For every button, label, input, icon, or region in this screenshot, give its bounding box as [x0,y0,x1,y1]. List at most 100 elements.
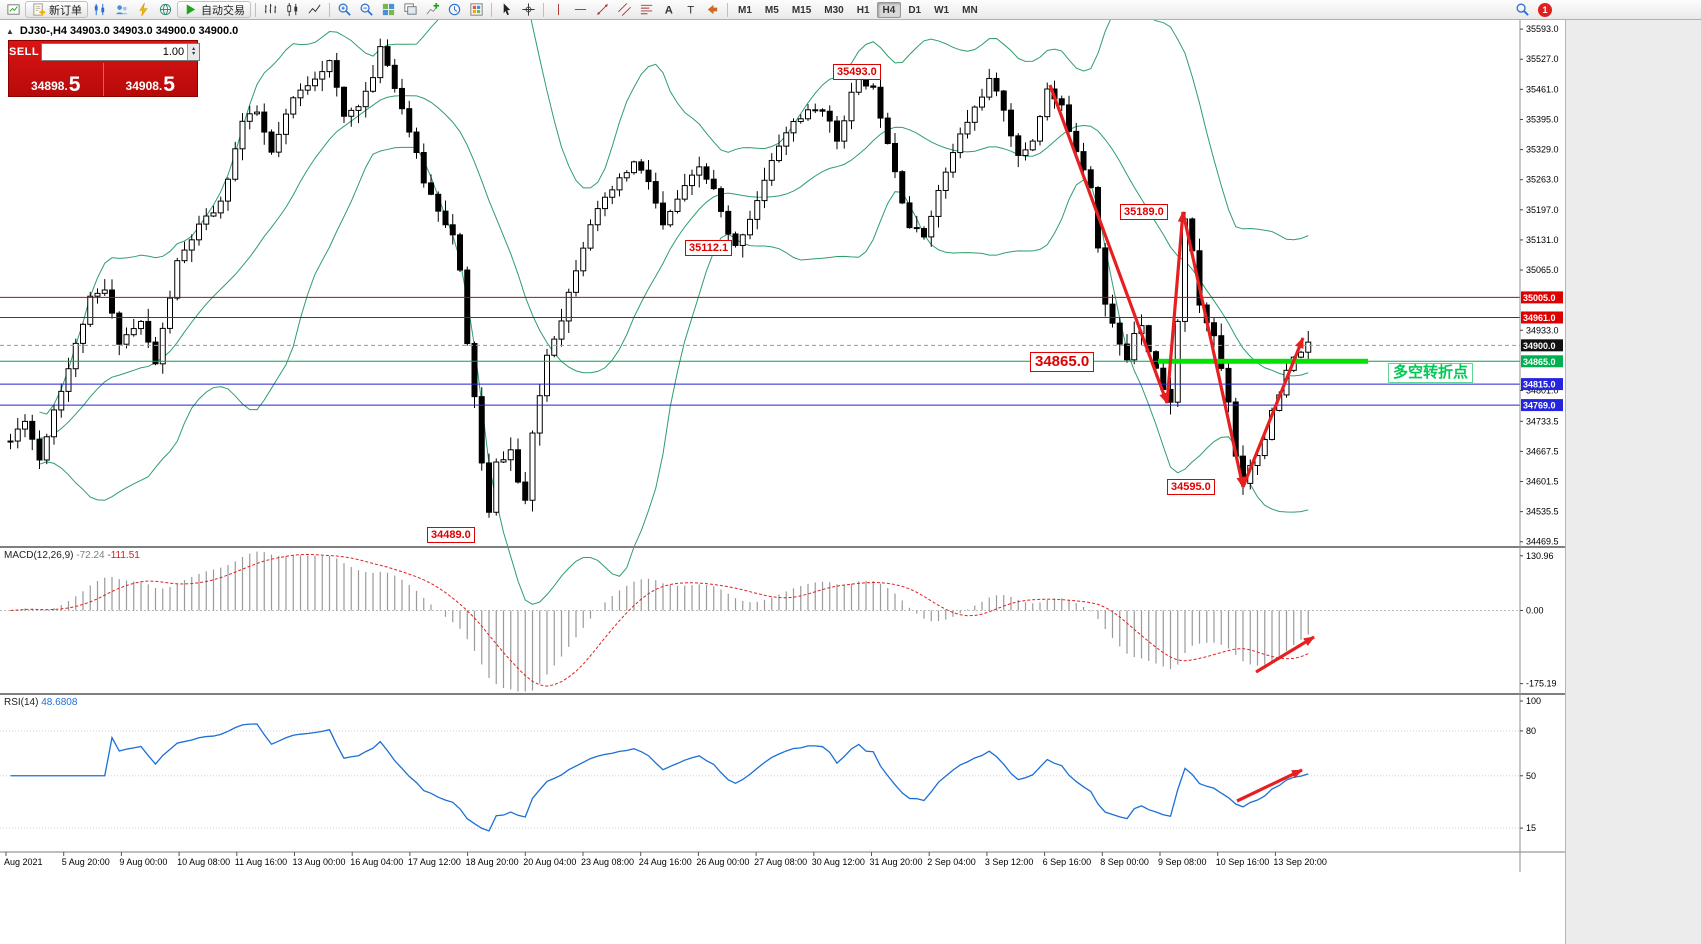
timeframe-m5[interactable]: M5 [764,4,779,16]
charts-icon[interactable] [89,1,110,19]
svg-text:34469.5: 34469.5 [1526,537,1559,547]
svg-text:35263.0: 35263.0 [1526,175,1559,185]
profiles-icon[interactable] [111,1,132,19]
channel-tool-icon[interactable] [614,1,635,19]
price-annotation[interactable]: 35112.1 [685,240,733,256]
svg-text:17 Aug 12:00: 17 Aug 12:00 [408,857,461,867]
svg-text:30 Aug 12:00: 30 Aug 12:00 [812,857,865,867]
svg-text:9 Aug 00:00: 9 Aug 00:00 [119,857,167,867]
horizontal-levels[interactable] [0,296,1520,406]
timeframe-m1[interactable]: M1 [738,4,752,16]
svg-text:13 Sep 20:00: 13 Sep 20:00 [1273,857,1327,867]
key-level-annotation[interactable]: 34865.0 [1030,352,1095,372]
svg-text:35005.0: 35005.0 [1523,293,1556,303]
period-icon[interactable] [444,1,465,19]
rsi-panel[interactable]: 100 80 50 15 [0,696,1541,833]
thick-green-line[interactable] [1158,358,1368,364]
add-indicator-icon[interactable] [422,1,443,19]
svg-text:34733.5: 34733.5 [1526,416,1559,426]
search-icon[interactable] [1512,1,1533,19]
trendline-tool-icon[interactable] [592,1,613,19]
volume-input[interactable] [42,44,188,60]
svg-text:31 Aug 20:00: 31 Aug 20:00 [870,857,923,867]
svg-text:10 Sep 16:00: 10 Sep 16:00 [1216,857,1270,867]
macd-panel[interactable]: 130.96 0.00 -175.19 [0,551,1557,692]
line-chart-icon[interactable] [304,1,325,19]
svg-text:24 Aug 16:00: 24 Aug 16:00 [639,857,692,867]
svg-text:34815.0: 34815.0 [1523,380,1556,390]
toolbar-separator [255,2,256,17]
zoom-in-icon[interactable] [334,1,355,19]
svg-text:130.96: 130.96 [1526,551,1554,561]
sell-button[interactable]: SELL [9,46,40,58]
trend-arrows[interactable] [1048,84,1315,803]
svg-text:34961.0: 34961.0 [1523,313,1556,323]
horizontal-line-tool-icon[interactable] [570,1,591,19]
news-icon[interactable] [155,1,176,19]
tile-windows-icon[interactable] [378,1,399,19]
svg-text:34601.5: 34601.5 [1526,477,1559,487]
fibonacci-tool-icon[interactable] [636,1,657,19]
auto-trading-label: 自动交易 [201,4,245,17]
zoom-out-icon[interactable] [356,1,377,19]
timeframe-w1[interactable]: W1 [934,4,950,16]
svg-text:35527.0: 35527.0 [1526,54,1559,64]
terminal-icon[interactable] [3,1,24,19]
svg-text:11 Aug 16:00: 11 Aug 16:00 [235,857,287,867]
price-annotation[interactable]: 34489.0 [427,527,475,543]
volume-up-icon[interactable]: ▴ [192,46,196,52]
toolbar-separator [329,2,330,17]
timeframe-h1[interactable]: H1 [856,4,870,16]
one-click-trading-panel: SELL ▴▾ BUY 34898.5 34908.5 [8,40,226,97]
price-annotation[interactable]: 34595.0 [1167,479,1215,495]
crosshair-icon[interactable] [518,1,539,19]
new-order-button[interactable]: 新订单 [25,1,88,18]
shapes-tool-icon[interactable] [702,1,723,19]
timeframe-d1[interactable]: D1 [908,4,922,16]
svg-text:20 Aug 04:00: 20 Aug 04:00 [523,857,576,867]
svg-text:13 Aug 00:00: 13 Aug 00:00 [293,857,346,867]
volume-down-icon[interactable]: ▾ [192,51,196,57]
price-scale[interactable]: 35593.0 35527.0 35461.0 35395.0 35329.0 35263… [1520,24,1563,547]
bar-chart-icon[interactable] [260,1,281,19]
text-tool-icon[interactable]: A [658,1,679,19]
vertical-line-tool-icon[interactable] [548,1,569,19]
turning-point-label[interactable]: 多空转折点 [1388,363,1474,383]
notification-badge[interactable]: 1 [1538,2,1552,17]
buy-price[interactable]: 34908. 5 [102,63,198,96]
svg-text:35461.0: 35461.0 [1526,84,1559,94]
cursor-icon[interactable] [496,1,517,19]
time-axis[interactable]: Aug 2021 5 Aug 20:00 9 Aug 00:00 10 Aug 08:… [4,852,1327,867]
svg-text:23 Aug 08:00: 23 Aug 08:00 [581,857,634,867]
svg-text:10 Aug 08:00: 10 Aug 08:00 [177,857,230,867]
timeframe-m30[interactable]: M30 [824,4,844,16]
template-icon[interactable] [466,1,487,19]
label-tool-icon[interactable]: T [680,1,701,19]
svg-text:34769.0: 34769.0 [1523,401,1556,411]
svg-text:5 Aug 20:00: 5 Aug 20:00 [62,857,110,867]
timeframe-mn[interactable]: MN [962,4,978,16]
svg-text:T: T [687,4,694,16]
price-annotation[interactable]: 35189.0 [1120,204,1168,220]
candlestick-chart-icon[interactable] [282,1,303,19]
price-annotation[interactable]: 35493.0 [833,64,881,80]
volume-stepper[interactable]: ▴ ▾ [187,44,200,60]
auto-trading-button[interactable]: 自动交易 [177,1,251,18]
timeframe-m15[interactable]: M15 [791,4,812,16]
cascade-windows-icon[interactable] [400,1,421,19]
rsi-indicator-label: RSI(14) 48.6808 [4,697,78,708]
sell-price[interactable]: 34898. 5 [31,73,81,96]
svg-text:50: 50 [1526,771,1536,781]
alerts-icon[interactable] [133,1,154,19]
svg-text:35131.0: 35131.0 [1526,235,1559,245]
symbol-ohlc-text: DJ30-,H4 34903.0 34903.0 34900.0 34900.0 [19,25,239,37]
svg-text:27 Aug 08:00: 27 Aug 08:00 [754,857,807,867]
buy-button[interactable]: BUY [202,46,227,58]
toolbar-separator [543,2,544,17]
svg-text:16 Aug 04:00: 16 Aug 04:00 [350,857,403,867]
svg-text:A: A [665,4,673,16]
timeframe-h4[interactable]: H4 [876,1,902,18]
collapse-panel-toggle[interactable]: ▲ [6,26,14,36]
svg-text:34865.0: 34865.0 [1523,357,1556,367]
